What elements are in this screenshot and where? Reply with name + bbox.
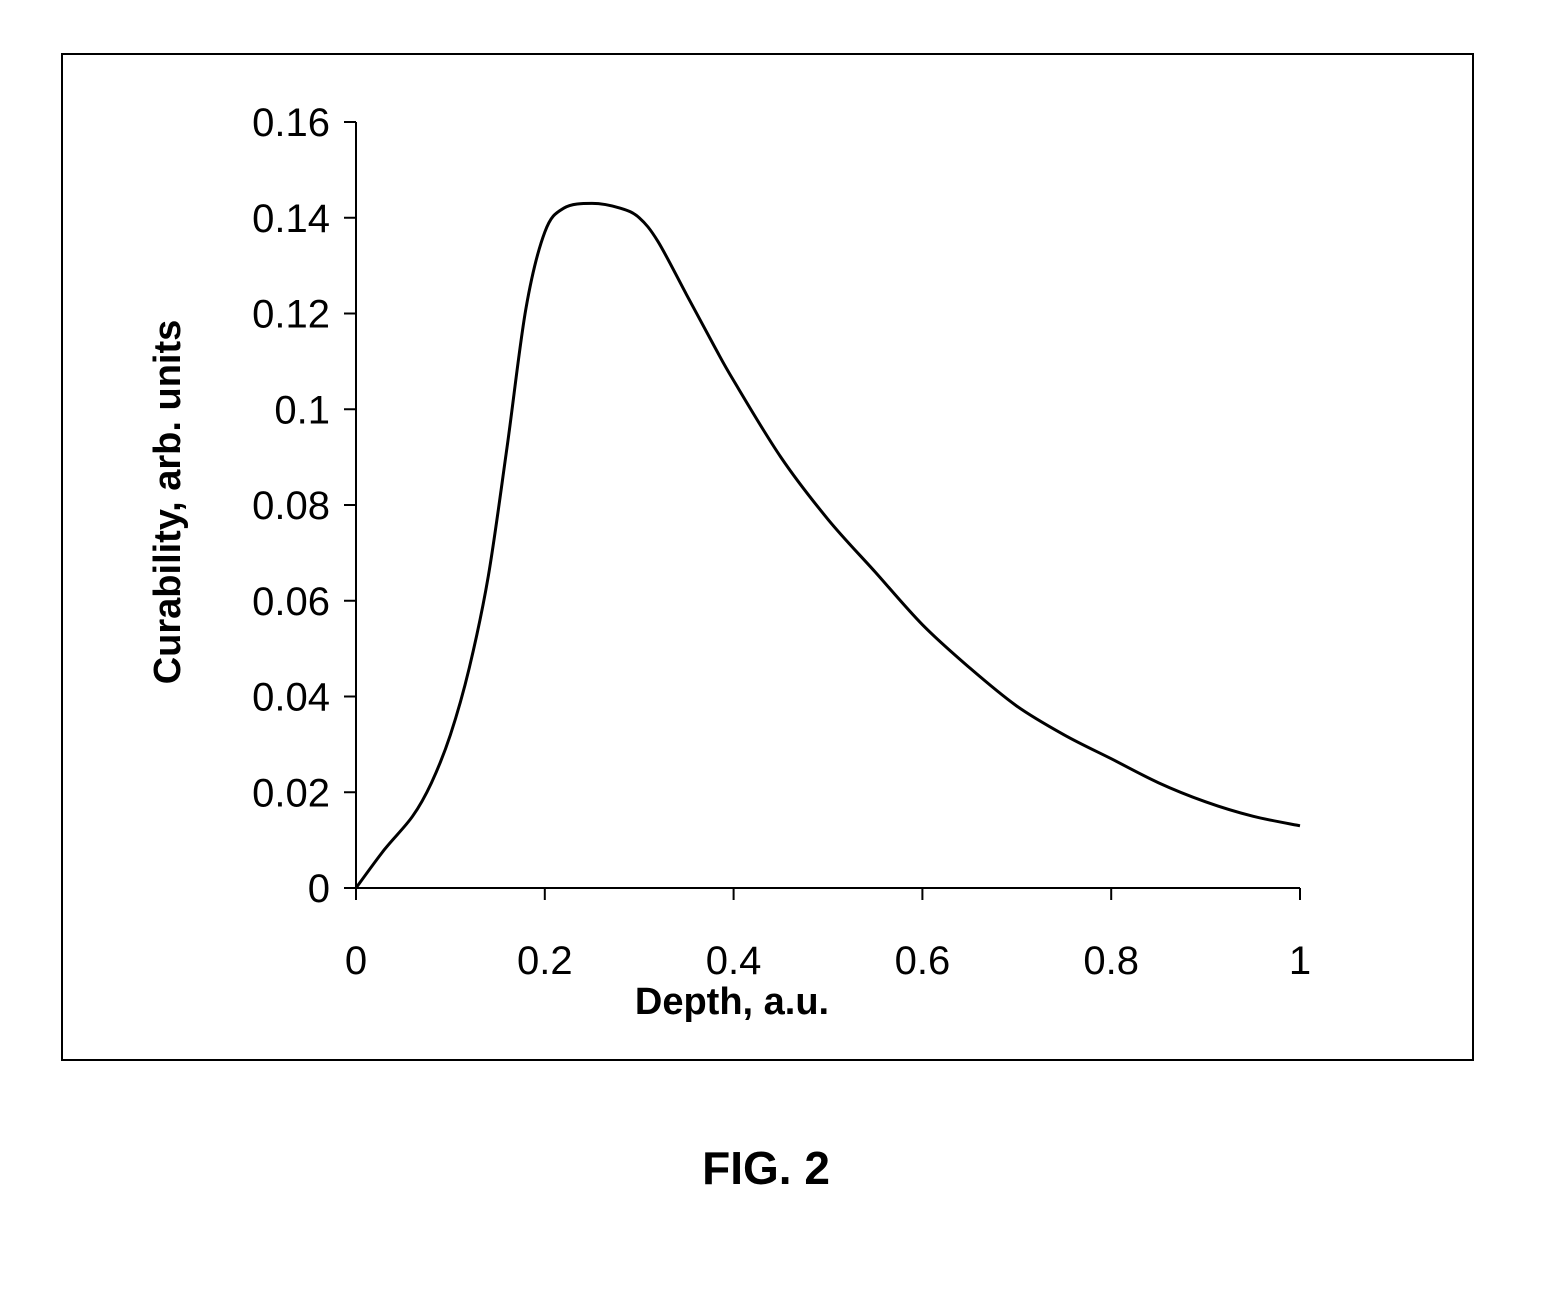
y-tick-label: 0 — [308, 867, 330, 911]
y-tick-label: 0.12 — [252, 293, 330, 337]
curability-curve — [354, 201, 1301, 889]
y-axis-title: Curability, arb. units — [147, 320, 189, 685]
x-tick-label: 0.6 — [895, 939, 951, 983]
x-tick-label: 1 — [1289, 939, 1311, 983]
y-tick-label: 0.02 — [252, 771, 330, 815]
x-tick-label: 0.2 — [517, 939, 573, 983]
y-tick-label: 0.08 — [252, 484, 330, 528]
x-tick-label: 0.8 — [1083, 939, 1139, 983]
ticks — [344, 121, 1301, 900]
tick-labels: 0 0.02 0.04 0.06 0.08 0.1 0.12 0.14 0.16 0 0.2 0.4 0… — [252, 101, 1311, 983]
figure-caption: FIG. 2 — [702, 1142, 830, 1194]
y-tick-label: 0.14 — [252, 197, 330, 241]
y-tick-label: 0.16 — [252, 101, 330, 145]
series-layer — [354, 201, 1301, 889]
chart-frame — [61, 53, 1474, 1061]
x-axis-title: Depth, a.u. — [635, 981, 829, 1023]
x-tick-label: 0.4 — [706, 939, 762, 983]
y-tick-label: 0.04 — [252, 676, 330, 720]
y-tick-label: 0.1 — [274, 388, 330, 432]
y-tick-label: 0.06 — [252, 580, 330, 624]
x-tick-label: 0 — [345, 939, 367, 983]
